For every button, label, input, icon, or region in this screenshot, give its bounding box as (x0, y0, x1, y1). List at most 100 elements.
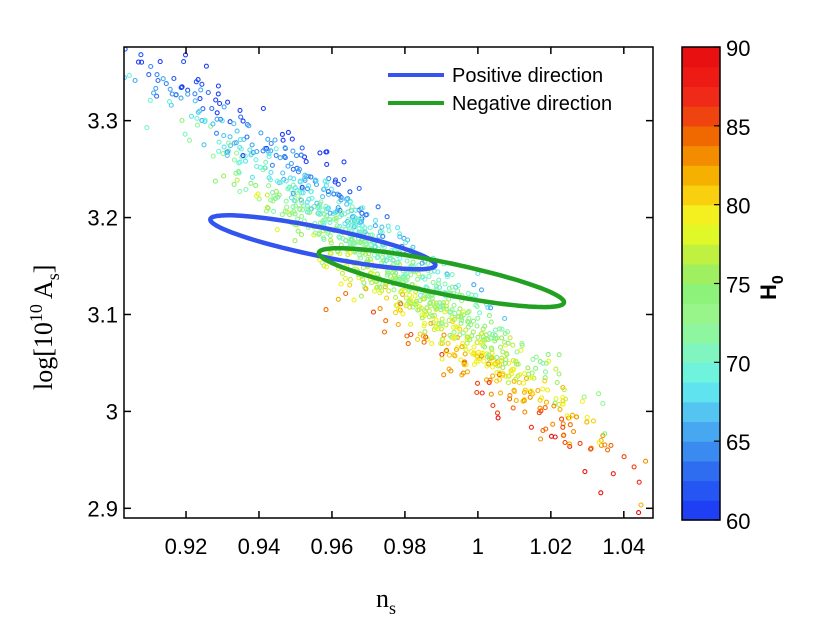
scatter-point (567, 443, 573, 449)
x-axis: 0.92 0.94 0.96 0.98 1 1.02 1.04 (165, 47, 645, 559)
scatter-point (421, 339, 427, 345)
scatter-point (522, 409, 528, 415)
scatter-point (499, 326, 505, 332)
scatter-point (451, 336, 457, 342)
scatter-point (643, 458, 649, 464)
scatter-point (339, 270, 345, 276)
scatter-point (376, 284, 383, 290)
scatter-point (224, 152, 230, 158)
x-tick-label: 1 (472, 534, 484, 559)
scatter-point (560, 401, 566, 407)
scatter-point (405, 237, 411, 243)
scatter-point (415, 276, 421, 282)
scatter-point (449, 307, 455, 313)
scatter-point (356, 185, 362, 191)
scatter-point (282, 208, 288, 214)
scatter-point (513, 358, 519, 364)
x-axis-title: ns (376, 584, 396, 618)
scatter-point (260, 148, 266, 154)
scatter-point (347, 189, 353, 195)
scatter-point (408, 331, 414, 338)
scatter-point (160, 76, 166, 82)
scatter-point (424, 305, 430, 311)
scatter-point (233, 140, 239, 146)
scatter-point (221, 144, 227, 150)
scatter-point (492, 336, 499, 342)
scatter-point (308, 189, 314, 195)
scatter-point (322, 178, 328, 184)
scatter-point (384, 214, 390, 220)
scatter-point (529, 374, 535, 380)
scatter-point (253, 157, 259, 163)
scatter-point (203, 63, 209, 69)
scatter-point (436, 321, 442, 327)
scatter-point (496, 326, 503, 332)
scatter-point (288, 160, 294, 167)
scatter-point (545, 352, 551, 358)
scatter-point (347, 276, 353, 283)
scatter-point (240, 118, 246, 124)
colorbar-segment (682, 322, 720, 344)
scatter-point (560, 424, 566, 430)
scatter-point (662, 465, 666, 469)
scatter-point (326, 176, 332, 182)
scatter-point (525, 365, 531, 371)
colorbar-segment (682, 224, 720, 245)
scatter-point (590, 418, 596, 424)
scatter-point (361, 228, 367, 234)
scatter-point (415, 336, 421, 342)
scatter-point (321, 186, 327, 192)
scatter-point (215, 83, 221, 89)
scatter-point (533, 365, 539, 371)
scatter-point (279, 212, 285, 218)
scatter-point (504, 329, 511, 335)
scatter-point (478, 287, 485, 293)
scatter-point (478, 340, 484, 346)
scatter-point (445, 340, 451, 346)
scatter-point (325, 189, 331, 195)
scatter-point (358, 219, 365, 225)
scatter-point (557, 406, 563, 412)
scatter-point (410, 259, 416, 265)
scatter-point (465, 310, 471, 316)
scatter-point (325, 206, 331, 212)
scatter-point (320, 207, 326, 213)
scatter-point (475, 334, 481, 340)
legend: Positive direction Negative direction (388, 65, 612, 115)
scatter-point (552, 400, 558, 406)
scatter-point (514, 349, 520, 355)
scatter-point (166, 99, 173, 105)
scatter-point (148, 63, 154, 70)
scatter-point (306, 183, 312, 189)
scatter-point (505, 373, 512, 379)
scatter-point (341, 176, 347, 183)
scatter-point (502, 360, 509, 366)
scatter-point (507, 396, 513, 402)
scatter-point (400, 311, 406, 317)
scatter-point (473, 292, 479, 298)
scatter-point (497, 390, 504, 396)
scatter-point (419, 312, 425, 318)
scatter-point (474, 323, 480, 329)
scatter-point (360, 205, 366, 211)
scatter-point (430, 279, 436, 285)
scatter-point (494, 354, 500, 361)
scatter-point (392, 294, 399, 300)
scatter-point (234, 150, 240, 156)
scatter-point (584, 419, 590, 425)
scatter-point (485, 304, 491, 310)
scatter-point (213, 130, 220, 136)
scatter-point (584, 414, 590, 420)
scatter-point (264, 204, 270, 210)
scatter-point (171, 75, 177, 82)
scatter-point (370, 309, 377, 315)
scatter-point (393, 302, 399, 308)
scatter-point (542, 369, 549, 375)
scatter-point (573, 414, 580, 420)
scatter-point (192, 91, 198, 97)
scatter-point (422, 329, 428, 335)
scatter-point (343, 237, 349, 243)
colorbar-segment (682, 441, 720, 462)
scatter-point (559, 416, 565, 422)
scatter-point (486, 352, 492, 358)
